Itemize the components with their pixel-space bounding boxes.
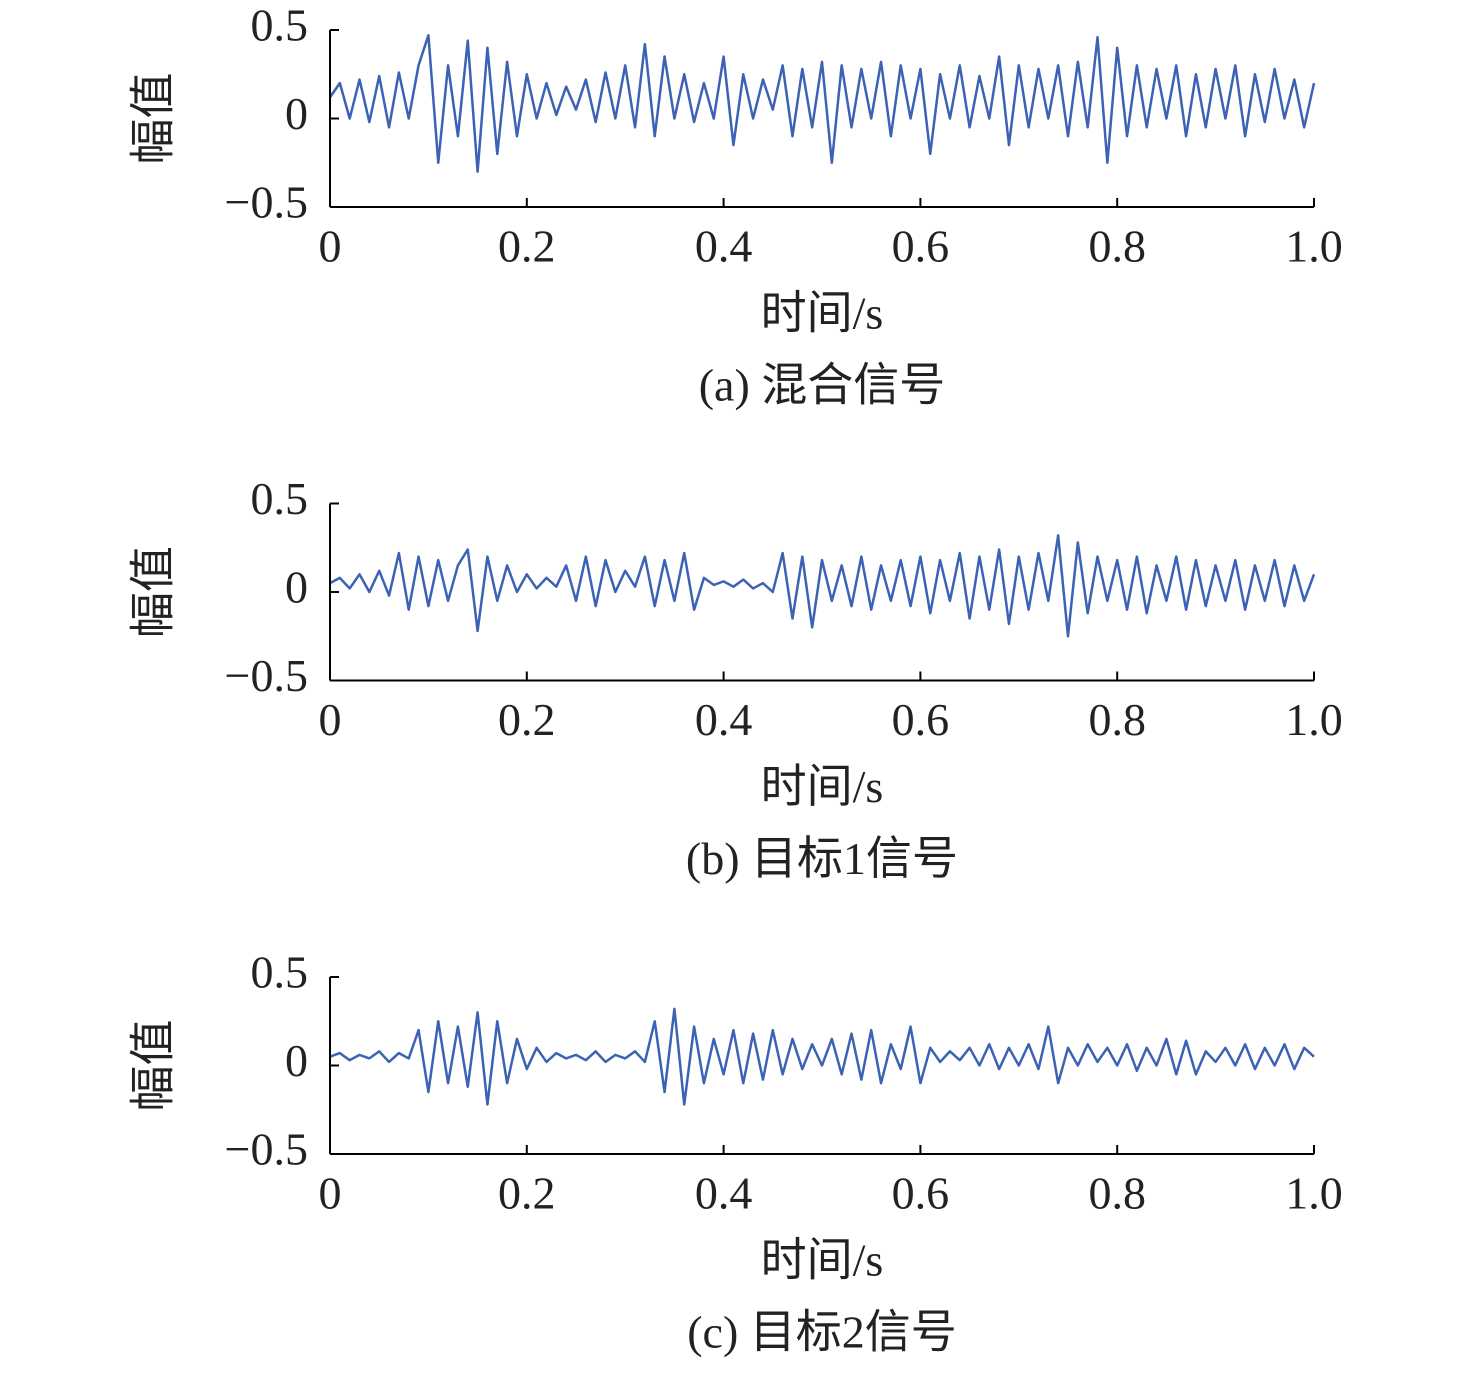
x-tick-label: 0.2 [498,221,556,272]
x-tick-label: 0.8 [1088,694,1146,745]
x-tick-label: 0.4 [695,221,753,272]
x-axis-label: 时间/s [761,1235,884,1286]
caption: (b) 目标1信号 [686,833,958,884]
x-tick-label: 1.0 [1285,694,1343,745]
y-axis-label: 幅值 [128,546,179,638]
y-tick-label: 0.5 [251,473,309,524]
x-tick-label: 0 [319,221,342,272]
y-axis-label: 幅值 [128,73,179,165]
x-tick-label: 0 [319,1168,342,1219]
signal-line [329,1007,1315,1106]
x-tick-label: 0 [319,694,342,745]
y-tick-label: 0.5 [251,0,309,51]
signal-line [328,34,1316,173]
x-axis-label: 时间/s [761,761,884,812]
y-tick-label: 0 [285,562,308,613]
x-tick-label: 0.8 [1088,1168,1146,1219]
x-tick-label: 0.4 [695,694,753,745]
x-tick-label: 0.4 [695,1168,753,1219]
x-tick-label: 0.2 [498,1168,556,1219]
y-tick-label: −0.5 [225,1124,308,1175]
x-tick-label: 1.0 [1285,1168,1343,1219]
caption: (a) 混合信号 [699,360,946,411]
y-tick-label: −0.5 [225,650,308,701]
y-tick-label: 0.5 [251,947,309,998]
y-tick-label: −0.5 [225,177,308,228]
signal-line [329,534,1316,638]
y-axis-label: 幅值 [128,1020,179,1112]
y-tick-label: 0 [285,88,308,139]
x-tick-label: 1.0 [1285,221,1343,272]
x-axis-label: 时间/s [761,288,884,339]
x-tick-label: 0.8 [1088,221,1146,272]
x-tick-label: 0.6 [892,221,950,272]
x-tick-label: 0.6 [892,694,950,745]
y-tick-label: 0 [285,1035,308,1086]
caption: (c) 目标2信号 [687,1307,957,1358]
x-tick-label: 0.2 [498,694,556,745]
x-tick-label: 0.6 [892,1168,950,1219]
